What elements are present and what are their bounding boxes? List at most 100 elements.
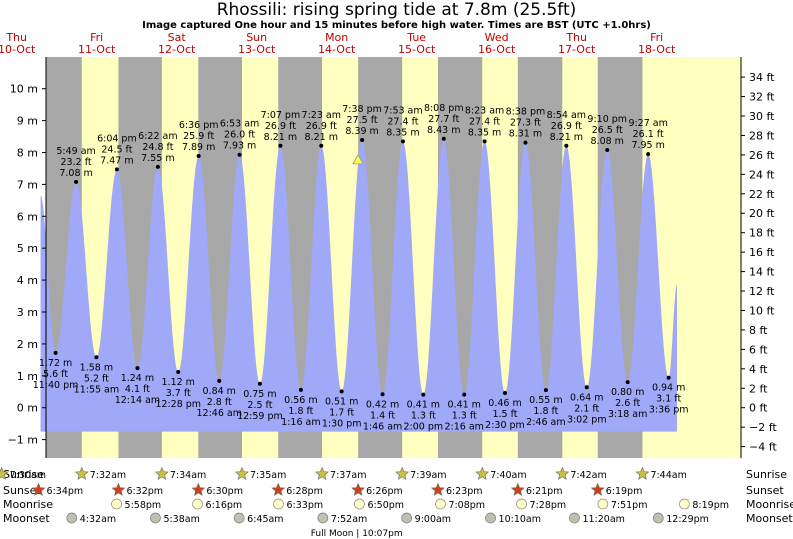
low-tide-ft-label: 1.8 ft: [533, 406, 558, 417]
high-tide-m-label: 8.21 m: [550, 132, 583, 143]
low-tide-m-label: 0.94 m: [652, 383, 685, 394]
high-tide-ft-label: 27.5 ft: [347, 115, 378, 126]
low-tide-m-label: 1.58 m: [80, 362, 113, 373]
current-level-marker: [352, 154, 364, 165]
high-tide-point: [482, 139, 487, 144]
y-left-tick-label: 5 m: [17, 242, 38, 255]
low-tide-ft-label: 2.5 ft: [247, 400, 272, 411]
y-left-tick-label: −1 m: [8, 434, 38, 447]
low-tide-point: [94, 355, 99, 360]
high-tide-m-label: 8.08 m: [591, 136, 624, 147]
high-tide-ft-label: 27.4 ft: [387, 116, 418, 127]
low-tide-point: [176, 369, 181, 374]
high-tide-m-label: 8.21 m: [305, 132, 338, 143]
sunset-icon: [271, 482, 286, 496]
high-tide-time-label: 8:54 am: [547, 110, 586, 121]
low-tide-point: [257, 381, 262, 386]
high-tide-time-label: 6:53 am: [220, 119, 259, 130]
high-tide-time-label: 9:27 am: [628, 118, 667, 129]
sunrise-icon: [555, 466, 570, 480]
high-tide-time-label: 7:07 pm: [261, 110, 301, 121]
high-tide-m-label: 7.55 m: [141, 153, 174, 164]
chart-title: Rhossili: rising spring tide at 7.8m (25…: [216, 0, 577, 20]
day-name-label: Wed: [485, 31, 509, 44]
moonrise-icon: [435, 498, 446, 510]
moonset-icon: [485, 512, 496, 524]
low-tide-point: [135, 366, 140, 371]
sunset-time-label: 6:30pm: [206, 486, 243, 497]
high-tide-ft-label: 26.0 ft: [224, 130, 255, 141]
high-tide-ft-label: 26.9 ft: [265, 121, 296, 132]
day-name-label: Fri: [650, 31, 663, 44]
y-left-tick-label: 9 m: [17, 115, 38, 128]
day-date-label: 15-Oct: [398, 43, 436, 56]
low-tide-ft-label: 1.8 ft: [288, 406, 313, 417]
high-tide-point: [564, 143, 569, 148]
y-right-tick-label: 8 ft: [749, 324, 768, 337]
y-right-tick-label: 20 ft: [749, 207, 775, 220]
y-left-tick-label: 10 m: [10, 83, 38, 96]
sunset-icon: [111, 482, 126, 496]
low-tide-time-label: 1:30 pm: [322, 418, 362, 429]
day-date-label: 13-Oct: [238, 43, 276, 56]
low-tide-ft-label: 3.7 ft: [166, 388, 191, 399]
sunrise-icon: [315, 466, 329, 480]
moonset-icon: [569, 512, 580, 524]
low-tide-point: [217, 378, 222, 383]
high-tide-ft-label: 26.5 ft: [592, 125, 623, 136]
low-tide-ft-label: 2.6 ft: [615, 398, 640, 409]
sunset-icon: [31, 482, 46, 496]
low-tide-time-label: 2:30 pm: [485, 420, 525, 431]
low-tide-time-label: 11:40 pm: [33, 380, 79, 391]
moonset-time-label: 9:00am: [415, 514, 451, 525]
low-tide-m-label: 0.41 m: [448, 400, 481, 411]
sunset-icon: [590, 482, 605, 496]
high-tide-m-label: 7.47 m: [100, 155, 133, 166]
high-tide-time-label: 8:08 pm: [424, 103, 464, 114]
high-tide-m-label: 8.35 m: [386, 127, 419, 138]
moonset-row-label-right: Moonset: [746, 512, 793, 525]
day-date-label: 11-Oct: [78, 43, 116, 56]
sunrise-time-label: 7:35am: [250, 470, 286, 481]
low-tide-m-label: 0.75 m: [243, 389, 276, 400]
low-tide-time-label: 11:55 am: [74, 384, 119, 395]
low-tide-m-label: 0.56 m: [284, 395, 317, 406]
day-date-label: 10-Oct: [0, 43, 36, 56]
moonset-time-label: 6:45am: [247, 514, 283, 525]
y-left-tick-label: 2 m: [17, 338, 38, 351]
low-tide-m-label: 1.12 m: [162, 377, 195, 388]
day-name-label: Sun: [246, 31, 267, 44]
day-name-label: Tue: [406, 31, 426, 44]
moonrise-time-label: 7:51pm: [611, 500, 648, 511]
sunset-time-label: 6:32pm: [126, 486, 163, 497]
low-tide-time-label: 2:16 am: [445, 422, 484, 433]
sunset-time-label: 6:28pm: [286, 486, 323, 497]
moonrise-icon: [516, 498, 527, 510]
high-tide-m-label: 7.89 m: [182, 142, 215, 153]
y-right-tick-label: 26 ft: [749, 149, 775, 162]
low-tide-point: [298, 387, 303, 392]
low-tide-m-label: 0.55 m: [529, 395, 562, 406]
y-right-tick-label: 4 ft: [749, 363, 768, 376]
low-tide-point: [421, 392, 426, 397]
day-name-label: Thu: [5, 31, 27, 44]
high-tide-time-label: 5:49 am: [56, 146, 95, 157]
low-tide-point: [666, 375, 671, 380]
moonset-icon: [233, 512, 245, 524]
sunset-time-label: 6:26pm: [366, 486, 403, 497]
y-left-tick-label: 8 m: [17, 147, 38, 160]
high-tide-point: [646, 152, 651, 157]
high-tide-ft-label: 23.2 ft: [61, 157, 92, 168]
low-tide-m-label: 1.72 m: [39, 358, 72, 369]
high-tide-time-label: 6:36 pm: [179, 120, 219, 131]
high-tide-m-label: 7.08 m: [59, 168, 92, 179]
high-tide-ft-label: 25.9 ft: [183, 131, 214, 142]
y-right-tick-label: −4 ft: [749, 441, 777, 454]
y-left-tick-label: 4 m: [17, 274, 38, 287]
high-tide-m-label: 8.39 m: [345, 126, 378, 137]
low-tide-time-label: 3:02 pm: [567, 414, 607, 425]
moonrise-time-label: 6:33pm: [287, 500, 324, 511]
sunrise-time-label: 7:40am: [490, 470, 526, 481]
moonrise-time-label: 7:08pm: [448, 500, 485, 511]
y-right-tick-label: −2 ft: [749, 421, 777, 434]
